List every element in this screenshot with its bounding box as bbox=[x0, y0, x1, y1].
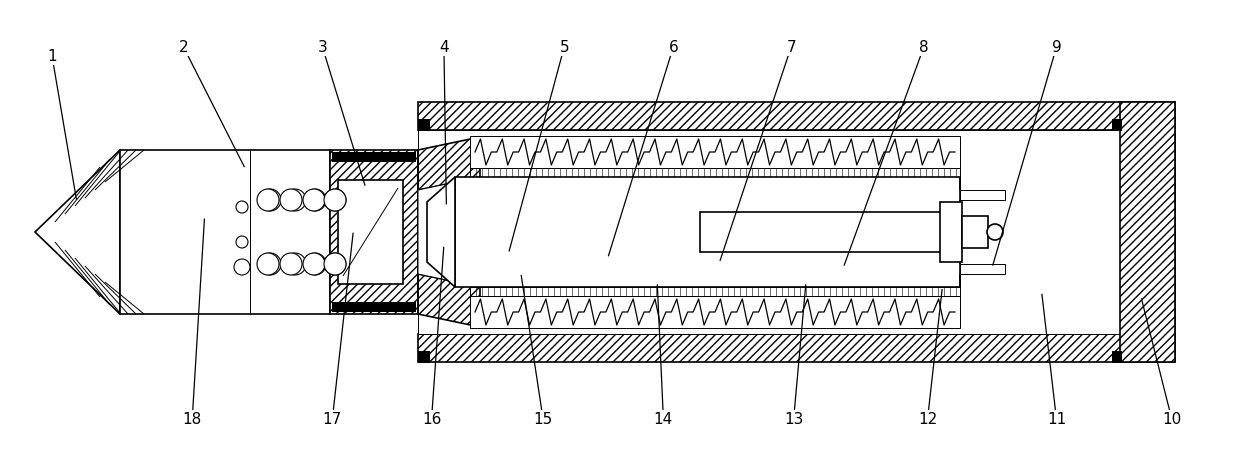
Circle shape bbox=[324, 189, 346, 211]
Bar bbox=[330, 150, 418, 314]
Polygon shape bbox=[35, 150, 120, 314]
Bar bbox=[470, 296, 960, 328]
Text: 1: 1 bbox=[47, 49, 57, 64]
Text: 6: 6 bbox=[668, 39, 678, 55]
Text: 3: 3 bbox=[317, 39, 327, 55]
Circle shape bbox=[303, 189, 325, 211]
Polygon shape bbox=[418, 137, 480, 190]
Text: 17: 17 bbox=[322, 412, 342, 427]
Circle shape bbox=[284, 253, 306, 275]
Circle shape bbox=[259, 189, 281, 211]
Circle shape bbox=[324, 189, 346, 211]
Text: 11: 11 bbox=[1047, 412, 1066, 427]
Circle shape bbox=[304, 189, 326, 211]
Circle shape bbox=[236, 236, 248, 248]
Bar bbox=[960, 190, 1004, 200]
Circle shape bbox=[259, 253, 281, 275]
Circle shape bbox=[236, 201, 248, 213]
Bar bbox=[332, 152, 415, 162]
Circle shape bbox=[324, 253, 346, 275]
Circle shape bbox=[234, 259, 250, 275]
Circle shape bbox=[284, 189, 306, 211]
Text: 13: 13 bbox=[784, 412, 804, 427]
Bar bbox=[418, 119, 430, 131]
Bar bbox=[1112, 351, 1122, 363]
Text: 16: 16 bbox=[422, 412, 441, 427]
Bar bbox=[332, 302, 415, 312]
Bar bbox=[1112, 119, 1122, 131]
Bar bbox=[418, 102, 1176, 130]
Bar bbox=[960, 264, 1004, 274]
Bar bbox=[962, 216, 988, 248]
Text: 12: 12 bbox=[918, 412, 937, 427]
Polygon shape bbox=[420, 192, 427, 272]
Bar bbox=[940, 202, 962, 262]
Bar bbox=[120, 150, 330, 314]
Bar bbox=[701, 212, 960, 252]
Text: 2: 2 bbox=[179, 39, 188, 55]
Circle shape bbox=[324, 253, 346, 275]
Text: 4: 4 bbox=[439, 39, 449, 55]
Circle shape bbox=[257, 253, 279, 275]
Circle shape bbox=[987, 224, 1003, 240]
Bar bbox=[418, 351, 430, 363]
Polygon shape bbox=[427, 177, 455, 287]
Bar bbox=[418, 130, 1176, 334]
Text: 18: 18 bbox=[182, 412, 202, 427]
Circle shape bbox=[280, 189, 303, 211]
Text: 15: 15 bbox=[533, 412, 553, 427]
Text: 14: 14 bbox=[653, 412, 673, 427]
Polygon shape bbox=[418, 274, 480, 327]
Text: 8: 8 bbox=[919, 39, 929, 55]
Bar bbox=[1120, 102, 1176, 362]
Text: 7: 7 bbox=[786, 39, 796, 55]
Bar bbox=[455, 177, 960, 287]
Polygon shape bbox=[418, 177, 480, 287]
Circle shape bbox=[280, 253, 303, 275]
Bar bbox=[339, 180, 403, 284]
Text: 10: 10 bbox=[1162, 412, 1182, 427]
Text: 9: 9 bbox=[1052, 39, 1061, 55]
Bar bbox=[470, 136, 960, 168]
Circle shape bbox=[303, 253, 325, 275]
Text: 5: 5 bbox=[559, 39, 569, 55]
Circle shape bbox=[257, 189, 279, 211]
Bar bbox=[418, 334, 1176, 362]
Circle shape bbox=[304, 253, 326, 275]
